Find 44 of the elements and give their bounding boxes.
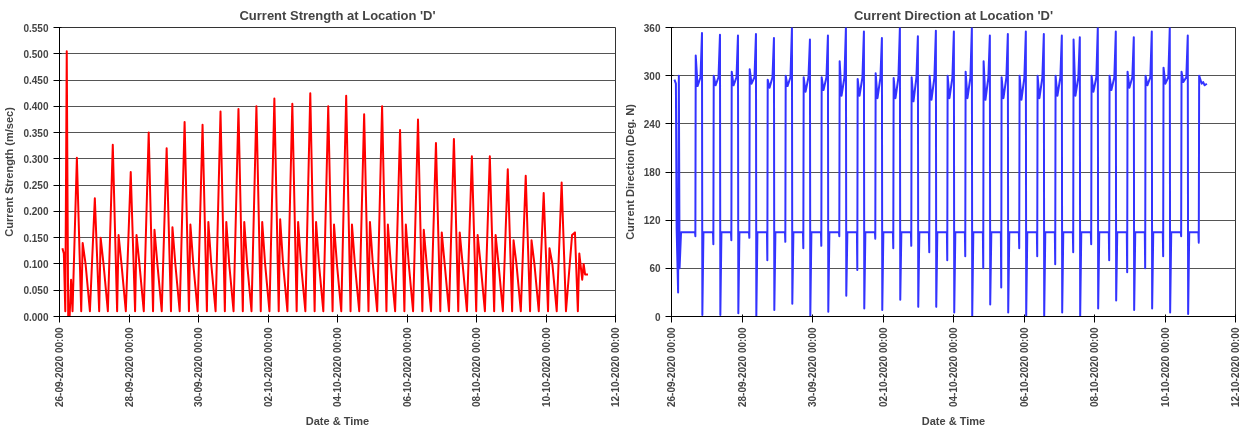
x-axis-title: Date & Time [921,415,986,428]
x-tick-label: 04-10-2020 00:00 [948,327,959,408]
y-tick-label: 0.100 [23,258,49,270]
x-tick-label: 12-10-2020 00:00 [609,327,621,408]
x-tick-label: 10-10-2020 00:00 [540,327,552,408]
chart-title: Current Strength at Location 'D' [239,7,436,23]
x-tick-label: 26-09-2020 00:00 [54,327,65,408]
x-tick-label: 26-09-2020 00:00 [666,327,677,408]
y-tick-label: 0.150 [23,232,49,244]
x-tick-label: 06-10-2020 00:00 [401,327,413,408]
x-tick-label: 30-09-2020 00:00 [807,327,818,408]
y-tick-label: 0.500 [23,48,49,60]
x-tick-label: 08-10-2020 00:00 [1089,327,1100,408]
x-tick-label: 04-10-2020 00:00 [332,327,343,408]
y-tick-label: 0.450 [23,75,49,87]
x-tick-label: 06-10-2020 00:00 [1018,327,1030,408]
x-axis-title: Date & Time [305,415,370,428]
y-tick-label: 0 [654,311,661,323]
y-axis-title: Current Direction (Deg. N) [623,103,636,240]
y-tick-label: 0.000 [23,311,49,323]
x-tick-label: 08-10-2020 00:00 [471,327,482,408]
y-tick-label: 0.250 [23,180,49,192]
x-tick-label: 12-10-2020 00:00 [1229,327,1241,408]
y-tick-label: 240 [643,118,661,130]
x-tick-label: 28-09-2020 00:00 [123,327,135,408]
y-tick-label: 0.300 [23,153,49,165]
y-tick-label: 360 [643,22,661,34]
y-tick-label: 0.400 [23,101,49,113]
y-tick-label: 0.200 [23,206,49,218]
x-tick-label: 02-10-2020 00:00 [877,327,889,408]
y-tick-label: 300 [643,70,661,82]
x-tick-label: 02-10-2020 00:00 [262,327,274,408]
chart-title: Current Direction at Location 'D' [853,7,1054,23]
y-tick-label: 60 [649,263,661,275]
x-tick-label: 10-10-2020 00:00 [1159,327,1171,408]
y-tick-label: 0.550 [23,22,49,34]
line-series [61,50,589,317]
y-axis-title: Current Strength (m/sec) [3,106,16,237]
y-tick-label: 0.350 [23,127,49,139]
y-tick-label: 180 [643,167,661,178]
y-tick-label: 120 [643,215,661,227]
x-tick-label: 30-09-2020 00:00 [193,327,204,408]
x-tick-label: 28-09-2020 00:00 [736,327,748,408]
y-tick-label: 0.050 [23,285,49,297]
